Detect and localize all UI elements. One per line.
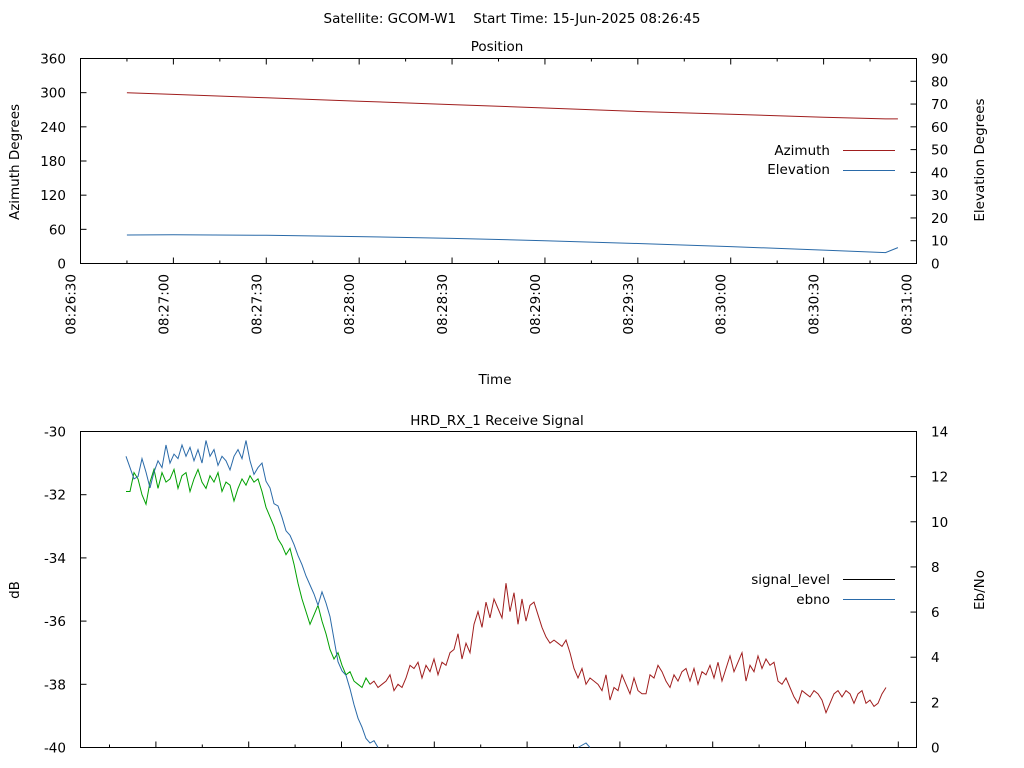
- position-y-axis: 0 60 120 180 240 300 360: [40, 52, 87, 273]
- position-x-tick-label: 08:29:30: [621, 274, 637, 335]
- position-chart: Position 0 60 120 180 240 300 360 0 10 20 30 40 50 6…: [7, 39, 988, 388]
- signal-y-tick-label: -38: [44, 677, 66, 693]
- legend-label-elevation: Elevation: [767, 162, 830, 178]
- signal-y-axis-label: dB: [7, 581, 23, 599]
- page-title: Satellite: GCOM-W1 Start Time: 15-Jun-20…: [324, 11, 701, 27]
- position-y2-tick-label: 60: [931, 120, 948, 136]
- position-x-tick-label: 08:27:00: [156, 274, 172, 335]
- signal-y-axis: -40 -38 -36 -34 -32 -30: [44, 425, 87, 757]
- position-x-tick-label: 08:28:00: [342, 274, 358, 335]
- series-line-elevation: [126, 234, 899, 254]
- signal-y-tick-label: -30: [44, 425, 66, 441]
- signal-y2-tick-label: 6: [931, 605, 940, 621]
- signal-y-tick-label: -36: [44, 614, 66, 630]
- series-line-ebno: [125, 440, 379, 748]
- position-x-tick-label: 08:28:30: [435, 274, 451, 335]
- position-y2-axis: 0 10 20 30 40 50 60 70 80 90: [910, 52, 948, 273]
- series-line-signal-level-red: [369, 583, 887, 715]
- series-line-ebno-fragment: [577, 742, 591, 748]
- position-y-tick-label: 180: [40, 154, 66, 170]
- series-line-signal-level-green: [126, 467, 371, 689]
- position-y-tick-label: 360: [40, 52, 66, 68]
- position-y2-tick-label: 40: [931, 165, 948, 181]
- signal-y2-tick-label: 0: [931, 741, 940, 757]
- signal-series: [125, 440, 887, 748]
- position-y-tick-label: 0: [57, 257, 66, 273]
- position-y-tick-label: 120: [40, 188, 66, 204]
- signal-y2-axis-label: Eb/No: [972, 570, 988, 610]
- position-chart-title: Position: [471, 39, 524, 55]
- position-y2-tick-label: 50: [931, 143, 948, 159]
- position-x-axis-label: Time: [477, 372, 511, 388]
- signal-y2-tick-label: 10: [931, 515, 948, 531]
- position-y2-tick-label: 90: [931, 52, 948, 68]
- position-y2-tick-label: 20: [931, 211, 948, 227]
- signal-y-tick-label: -40: [44, 741, 66, 757]
- position-y2-tick-label: 70: [931, 97, 948, 113]
- position-x-tick-label: 08:26:30: [64, 274, 80, 335]
- position-x-axis: 08:26:30 08:27:00 08:27:30 08:28:00 08:28:30…: [64, 58, 917, 335]
- position-legend: Azimuth Elevation: [767, 143, 895, 178]
- signal-y2-tick-label: 8: [931, 560, 940, 576]
- position-y2-tick-label: 30: [931, 188, 948, 204]
- signal-y2-tick-label: 14: [931, 425, 948, 441]
- signal-y2-axis: 0 2 4 6 8 10 12 14: [910, 425, 948, 757]
- position-y2-tick-label: 80: [931, 74, 948, 90]
- signal-legend: signal_level ebno: [751, 572, 895, 608]
- position-y-tick-label: 60: [49, 222, 66, 238]
- position-y2-axis-label: Elevation Degrees: [972, 98, 988, 221]
- position-series: [126, 92, 899, 254]
- signal-y2-tick-label: 12: [931, 470, 948, 486]
- position-y2-tick-label: 10: [931, 234, 948, 250]
- signal-chart-title: HRD_RX_1 Receive Signal: [410, 413, 584, 429]
- series-line-azimuth: [126, 92, 898, 120]
- legend-label-ebno: ebno: [796, 592, 830, 608]
- position-x-tick-label: 08:29:00: [528, 274, 544, 335]
- signal-chart: HRD_RX_1 Receive Signal -40-38-36-34-32-…: [7, 413, 988, 757]
- position-plot-frame: [80, 58, 917, 264]
- position-y-tick-label: 240: [40, 120, 66, 136]
- position-x-tick-label: 08:30:30: [807, 274, 823, 335]
- position-y-axis-label: Azimuth Degrees: [7, 104, 23, 220]
- signal-y2-tick-label: 4: [931, 650, 940, 666]
- position-y-tick-label: 300: [40, 86, 66, 102]
- signal-y2-tick-label: 2: [931, 695, 940, 711]
- legend-label-azimuth: Azimuth: [774, 143, 830, 159]
- signal-y-tick-label: -34: [44, 551, 66, 567]
- position-x-tick-label: 08:30:00: [714, 274, 730, 335]
- signal-plot-frame: [80, 431, 917, 748]
- signal-x-ticks: [109, 741, 899, 748]
- position-x-tick-label: 08:27:30: [249, 274, 265, 335]
- position-x-tick-label: 08:31:00: [900, 274, 916, 335]
- legend-label-signal-level: signal_level: [751, 572, 830, 588]
- signal-y-tick-label: -32: [44, 488, 66, 504]
- position-y2-tick-label: 0: [931, 257, 940, 273]
